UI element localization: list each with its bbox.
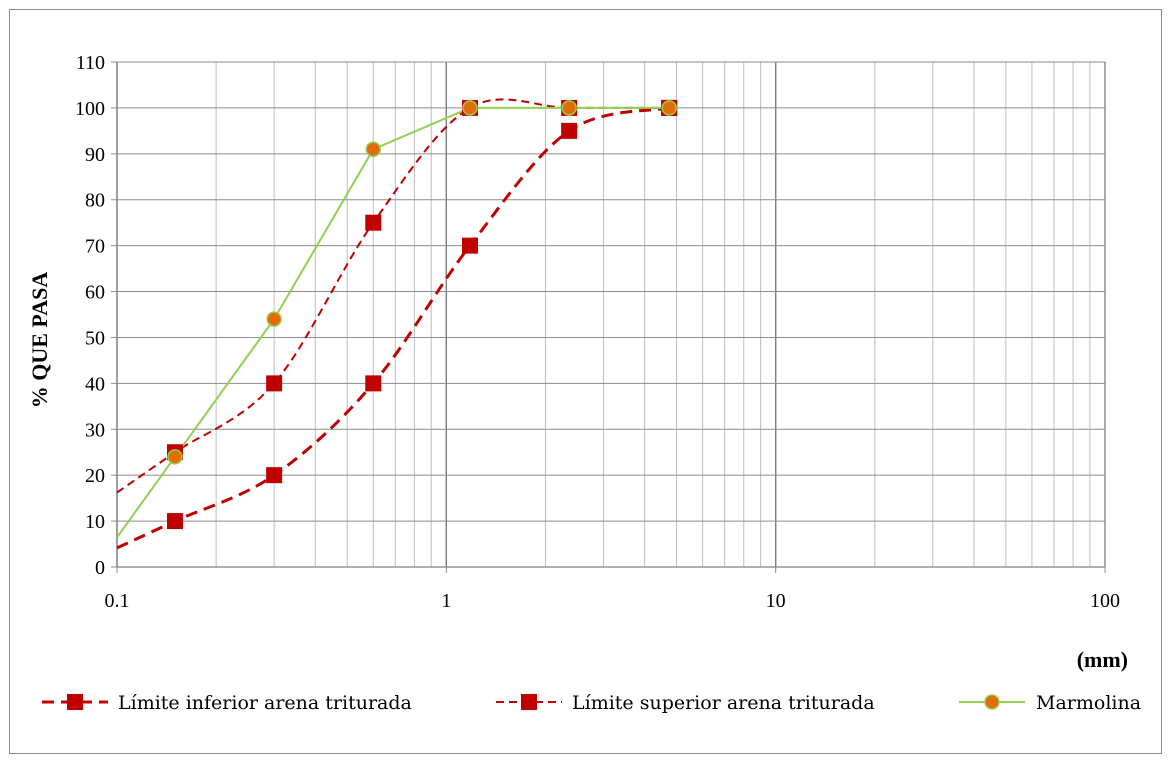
legend-label-3: Marmolina: [1036, 692, 1141, 714]
data-point-limit-2: [365, 214, 382, 231]
grid: [111, 61, 1106, 573]
data-point-limit-1: [561, 122, 578, 139]
data-point-marmolina: [462, 100, 478, 116]
x-tick-label: 1: [441, 590, 451, 612]
series-line-2: [116, 98, 670, 494]
data-point-limit-2: [266, 375, 283, 392]
y-tick-label: 80: [85, 190, 105, 212]
x-tick-label: 100: [1090, 590, 1120, 612]
data-point-limit-1: [166, 513, 183, 530]
y-tick-label: 30: [85, 419, 105, 441]
y-tick-label: 50: [85, 327, 105, 349]
legend-marker-1: [67, 694, 83, 710]
curves: [116, 98, 670, 550]
x-tick-label: 0.1: [105, 590, 130, 612]
data-point-marmolina: [661, 100, 677, 116]
legend-label-1: Límite inferior arena triturada: [118, 692, 412, 714]
data-point-marmolina: [266, 311, 282, 327]
legend: Límite inferior arena triturada Límite su…: [42, 692, 1141, 714]
chart-frame: [9, 9, 1162, 754]
data-point-limit-1: [266, 467, 283, 484]
y-tick-label: 70: [85, 236, 105, 258]
data-point-limit-1: [365, 375, 382, 392]
y-tick-label: 110: [76, 52, 105, 74]
legend-marker-2: [521, 694, 537, 710]
y-tick-label: 40: [85, 373, 105, 395]
data-point-marmolina: [167, 449, 183, 465]
y-axis-label: % QUE PASA: [27, 272, 52, 409]
markers: [166, 99, 678, 530]
legend-marker-3: [984, 694, 1000, 710]
y-tick-label: 20: [85, 465, 105, 487]
y-tick-label: 0: [95, 557, 105, 579]
y-tick-label: 100: [75, 98, 105, 120]
series-line-1: [116, 106, 670, 550]
series-line-3: [116, 106, 670, 538]
y-tick-label: 60: [85, 282, 105, 304]
y-tick-label: 90: [85, 144, 105, 166]
data-point-marmolina: [365, 141, 382, 157]
x-axis-label: (mm): [1077, 647, 1128, 672]
x-tick-label: 10: [766, 590, 786, 612]
data-point-marmolina: [561, 100, 577, 116]
legend-label-2: Límite superior arena triturada: [572, 692, 875, 714]
y-tick-label: 10: [85, 511, 105, 533]
data-point-limit-1: [462, 237, 479, 254]
